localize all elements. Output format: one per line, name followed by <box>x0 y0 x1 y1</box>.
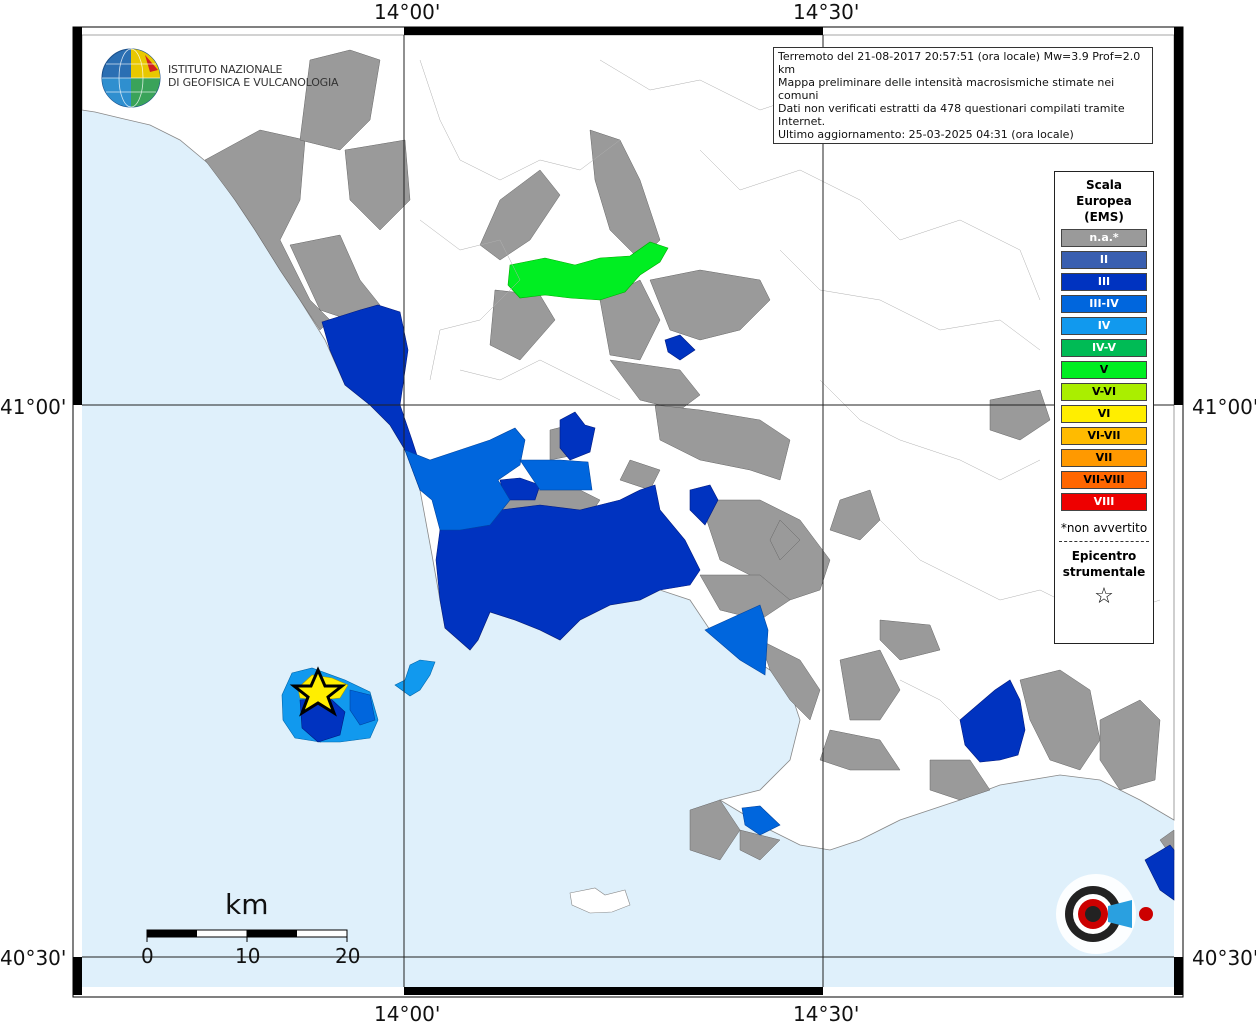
legend-swatch: III <box>1061 273 1147 291</box>
lon-label-top-left: 14°00' <box>374 0 441 24</box>
lat-label-left-top: 41°00' <box>0 395 67 419</box>
capri-island <box>569 887 631 914</box>
legend-items: n.a.* II III III-IV IV IV-V V V-VI VI VI-VII VII VI… <box>1055 229 1153 511</box>
earthquake-info-box: Terremoto del 21-08-2017 20:57:51 (ora l… <box>773 47 1153 144</box>
legend-epicenter-line1: Epicentro <box>1071 549 1137 563</box>
legend-swatch: VII-VIII <box>1061 471 1147 489</box>
legend-swatch: VI-VII <box>1061 427 1147 445</box>
lat-label-right-bottom: 40°30' <box>1192 946 1256 970</box>
lon-label-top-right: 14°30' <box>793 0 860 24</box>
haisentito-logo-icon <box>1056 874 1153 954</box>
info-line-4: Ultimo aggiornamento: 25-03-2025 04:31 (… <box>778 128 1074 141</box>
lon-label-bottom-right: 14°30' <box>793 1002 860 1026</box>
procida-island <box>394 659 436 697</box>
info-line-3: Dati non verificati estratti da 478 ques… <box>778 102 1125 128</box>
legend-epicenter-label: Epicentro strumentale <box>1055 548 1153 580</box>
legend-title-3: (EMS) <box>1084 210 1124 224</box>
legend-swatch: V-VI <box>1061 383 1147 401</box>
legend-swatch: II <box>1061 251 1147 269</box>
legend-note: *non avvertito <box>1060 521 1148 535</box>
frame-ticks <box>73 27 1183 995</box>
graticule <box>82 35 1174 987</box>
legend-divider <box>1059 541 1149 542</box>
ingv-logo-text: ISTITUTO NAZIONALE DI GEOFISICA E VULCAN… <box>168 63 339 89</box>
legend-swatch: VI <box>1061 405 1147 423</box>
legend-swatch: n.a.* <box>1061 229 1147 247</box>
scale-tick-10: 10 <box>235 944 261 968</box>
info-line-2: Mappa preliminare delle intensità macros… <box>778 76 1115 102</box>
lat-label-left-bottom: 40°30' <box>0 946 67 970</box>
lat-label-right-top: 41°00' <box>1192 395 1256 419</box>
legend-swatch: IV-V <box>1061 339 1147 357</box>
ingv-logo-line1: ISTITUTO NAZIONALE <box>168 63 283 76</box>
ingv-logo-line2: DI GEOFISICA E VULCANOLOGIA <box>168 76 339 89</box>
intensity-v-area <box>507 241 669 301</box>
legend-swatch: IV <box>1061 317 1147 335</box>
epicenter-star-icon <box>289 666 347 717</box>
lon-label-bottom-left: 14°00' <box>374 1002 441 1026</box>
scale-tick-20: 20 <box>335 944 361 968</box>
info-line-1: Terremoto del 21-08-2017 20:57:51 (ora l… <box>778 50 1141 76</box>
scale-unit-label: km <box>225 888 269 921</box>
legend-swatch: III-IV <box>1061 295 1147 313</box>
ingv-logo-icon <box>101 48 161 108</box>
scale-tick-0: 0 <box>141 944 154 968</box>
legend-epicenter-line2: strumentale <box>1062 565 1146 579</box>
legend-title-2: Europea <box>1076 194 1132 208</box>
legend-swatch: VIII <box>1061 493 1147 511</box>
legend-star-icon: ☆ <box>1094 584 1114 609</box>
na-areas <box>204 49 1175 861</box>
scale-bar <box>146 929 348 942</box>
legend-swatch: VII <box>1061 449 1147 467</box>
intensity-iii-iv-areas <box>404 427 781 836</box>
ems-legend: Scala Europea (EMS) n.a.* II III III-IV IV IV… <box>1054 171 1154 644</box>
legend-title: Scala Europea (EMS) <box>1055 177 1153 225</box>
legend-title-1: Scala <box>1085 178 1123 192</box>
legend-swatch: V <box>1061 361 1147 379</box>
